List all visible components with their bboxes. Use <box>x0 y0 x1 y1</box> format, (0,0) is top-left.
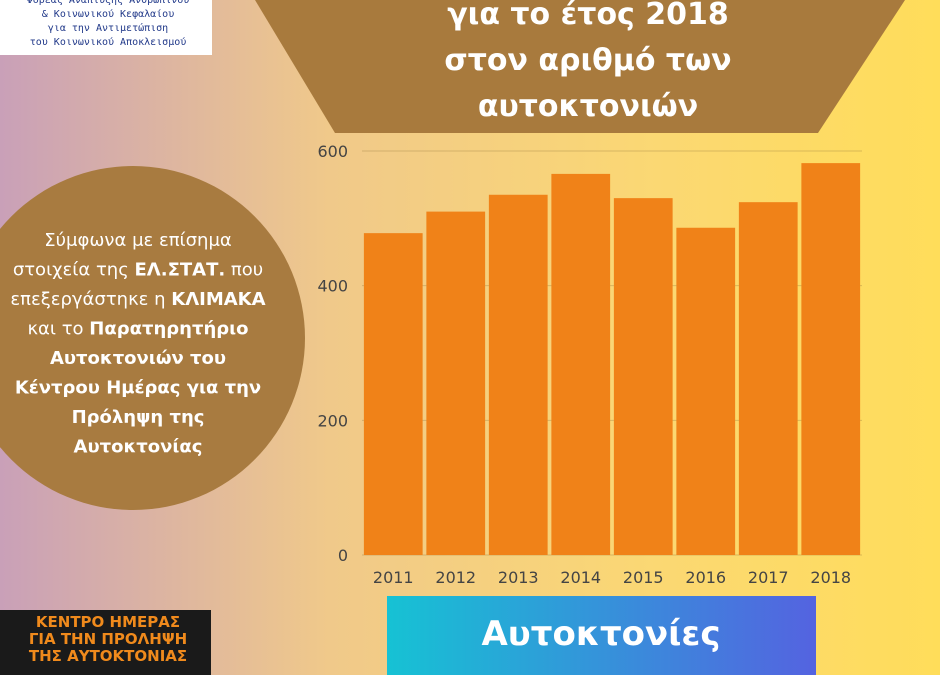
x-tick-label: 2017 <box>748 568 789 587</box>
circle-line: επεξεργάστηκε η ΚΛΙΜΑΚΑ <box>10 289 265 310</box>
circle-text: επεξεργάστηκε η <box>10 289 171 310</box>
circle-line: στοιχεία της ΕΛ.ΣΤΑΤ. που <box>13 260 263 281</box>
logo-line: για την Αντιμετώπιση <box>48 22 168 34</box>
bar <box>613 198 673 555</box>
x-tick-label: 2016 <box>685 568 726 587</box>
circle-text: ΕΛ.ΣΤΑΤ. <box>135 260 226 281</box>
circle-line: και το Παρατηρητήριο <box>27 319 248 340</box>
circle-text: ΚΛΙΜΑΚΑ <box>171 289 265 310</box>
bar <box>426 211 486 555</box>
bar <box>363 233 423 555</box>
title-line: στον αριθμό των <box>444 43 731 78</box>
x-tick-label: 2015 <box>623 568 664 587</box>
center-logo-line: ΓΙΑ ΤΗΝ ΠΡΟΛΗΨΗ <box>29 630 187 648</box>
content: Φορέας Ανάπτυξης Ανθρώπινου & Κοινωνικού … <box>10 0 862 665</box>
circle-line: Πρόληψη της <box>72 407 205 428</box>
x-tick-label: 2012 <box>435 568 476 587</box>
info-circle <box>0 166 305 510</box>
bar <box>488 194 548 555</box>
title-line: για το έτος 2018 <box>447 0 729 32</box>
y-tick-label: 0 <box>338 546 348 565</box>
circle-text: Πρόληψη της <box>72 407 205 428</box>
circle-line: Αυτοκτονίας <box>74 437 203 458</box>
center-logo-box <box>0 610 211 675</box>
logo-box <box>0 0 212 55</box>
logo-line: Φορέας Ανάπτυξης Ανθρώπινου <box>27 0 190 6</box>
circle-text: στοιχεία της <box>13 260 135 281</box>
y-tick-label: 600 <box>317 142 348 161</box>
bar <box>676 227 736 555</box>
title-banner <box>255 0 905 133</box>
bar <box>551 173 611 556</box>
bar <box>801 163 861 555</box>
circle-text: Σύμφωνα με επίσημα <box>44 230 232 251</box>
circle-text: Αυτοκτονίας <box>74 437 203 458</box>
circle-text: που <box>225 260 263 281</box>
x-tick-label: 2014 <box>560 568 601 587</box>
circle-line: Αυτοκτονιών του <box>50 348 226 369</box>
bar <box>738 202 798 555</box>
circle-text: Παρατηρητήριο <box>89 319 248 340</box>
summary-title: Αυτοκτονίες <box>481 614 720 654</box>
center-logo-line: ΤΗΣ ΑΥΤΟΚΤΟΝΙΑΣ <box>29 647 187 665</box>
y-tick-label: 200 <box>317 411 348 430</box>
summary-box <box>387 596 816 675</box>
x-tick-label: 2018 <box>810 568 851 587</box>
y-tick-label: 400 <box>317 277 348 296</box>
center-logo-line: ΚΕΝΤΡΟ ΗΜΕΡΑΣ <box>36 613 180 631</box>
circle-text: και το <box>27 319 89 340</box>
x-tick-label: 2011 <box>373 568 414 587</box>
logo-line: & Κοινωνικού Κεφαλαίου <box>42 8 174 20</box>
x-tick-label: 2013 <box>498 568 539 587</box>
circle-line: Κέντρου Ημέρας για την <box>15 378 261 399</box>
circle-text: Κέντρου Ημέρας για την <box>15 378 261 399</box>
logo-line: του Κοινωνικού Αποκλεισμού <box>30 36 187 48</box>
circle-text: Αυτοκτονιών του <box>50 348 226 369</box>
circle-line: Σύμφωνα με επίσημα <box>44 230 232 251</box>
title-line: αυτοκτονιών <box>478 89 698 124</box>
